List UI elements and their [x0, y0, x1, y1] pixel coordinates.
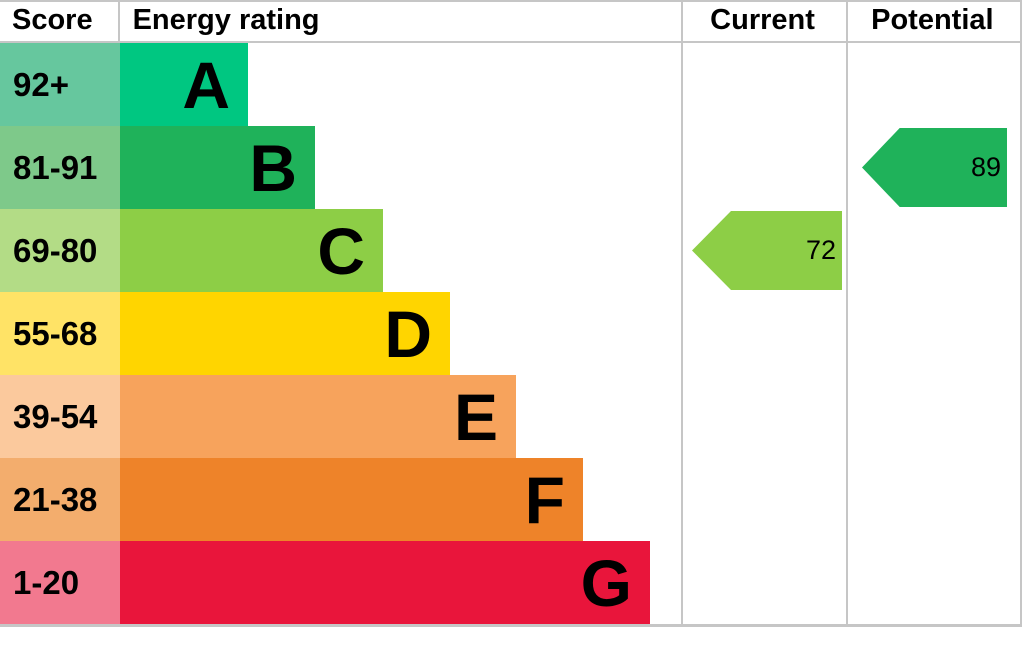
band-row-a: 92+ A: [0, 43, 1020, 126]
column-divider-current: [681, 2, 683, 624]
header-row: Score Energy rating Current Potential: [0, 2, 1020, 43]
potential-value: 89: [970, 152, 1001, 182]
epc-rating-chart: Score Energy rating Current Potential 92…: [0, 0, 1022, 627]
header-score: Score: [0, 2, 120, 41]
score-cell: 81-91: [0, 126, 120, 209]
rating-bar: E: [120, 375, 516, 458]
rating-letter: B: [249, 130, 297, 205]
band-row-g: 1-20 G: [0, 541, 1020, 624]
score-cell: 39-54: [0, 375, 120, 458]
score-cell: 69-80: [0, 209, 120, 292]
band-row-c: 69-80 C: [0, 209, 1020, 292]
score-cell: 55-68: [0, 292, 120, 375]
band-row-b: 81-91 B: [0, 126, 1020, 209]
rating-letter: F: [524, 462, 565, 537]
rating-letter: G: [580, 545, 632, 620]
band-row-d: 55-68 D: [0, 292, 1020, 375]
rating-letter: A: [182, 47, 230, 122]
rating-letter: C: [317, 213, 365, 288]
rating-bar: G: [120, 541, 650, 624]
score-cell: 21-38: [0, 458, 120, 541]
rating-bar: F: [120, 458, 583, 541]
score-cell: 92+: [0, 43, 120, 126]
score-cell: 1-20: [0, 541, 120, 624]
rating-bar: B: [120, 126, 315, 209]
current-value: 72: [805, 235, 836, 265]
rating-bar: D: [120, 292, 450, 375]
band-row-f: 21-38 F: [0, 458, 1020, 541]
rating-letter: E: [453, 379, 498, 454]
band-row-e: 39-54 E: [0, 375, 1020, 458]
rating-bar: A: [120, 43, 248, 126]
column-divider-potential: [846, 2, 848, 624]
header-current: Current: [710, 4, 815, 36]
header-potential: Potential: [871, 4, 994, 36]
rating-letter: D: [384, 296, 432, 371]
rating-bar: C: [120, 209, 383, 292]
header-energy-rating: Energy rating: [132, 4, 320, 36]
